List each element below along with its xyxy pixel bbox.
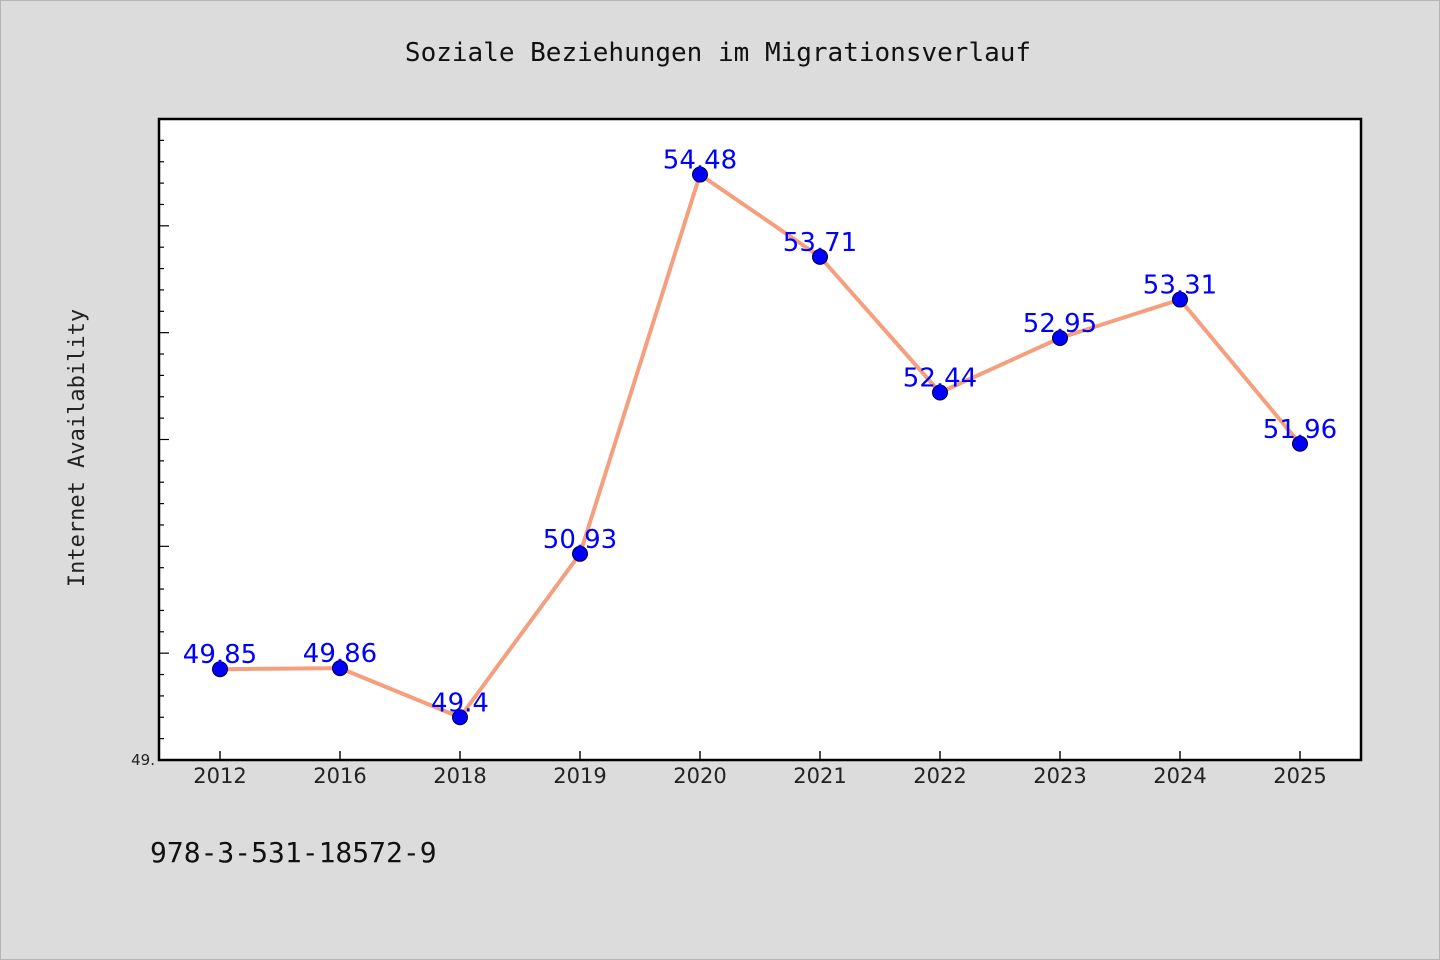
- data-labels: 49.85 49.86 49.4 50.93 54.48 53.71 52.44 52.95 5…: [183, 146, 1337, 719]
- x-tick-label: 2016: [313, 764, 366, 788]
- chart-title: Soziale Beziehungen im Migrationsverlauf: [405, 38, 1031, 68]
- data-label: 54.48: [663, 146, 737, 176]
- y-axis-label: Internet Availability: [65, 309, 90, 587]
- x-tick-label: 2020: [673, 764, 726, 788]
- y-tick-label: 49.: [131, 751, 155, 769]
- data-point: [812, 248, 828, 265]
- x-tick-label: 2025: [1273, 764, 1326, 788]
- y-axis-ticks: [159, 118, 169, 740]
- x-tick-label: 2018: [433, 764, 486, 788]
- x-axis-ticks: 2012 2016 2018 2019 2020 2021 2022 2023 2024 2025: [193, 751, 1327, 788]
- series-line: [219, 172, 1302, 720]
- x-tick-label: 2022: [913, 764, 966, 788]
- data-label: 51.96: [1263, 415, 1337, 445]
- data-point: [212, 661, 228, 678]
- data-point: [452, 709, 468, 726]
- series-line-group: [219, 172, 1302, 720]
- data-label: 52.44: [903, 363, 977, 393]
- data-label: 49.4: [431, 688, 489, 718]
- data-label: 53.71: [783, 228, 857, 258]
- data-label: 53.31: [1143, 271, 1217, 301]
- data-point: [572, 545, 588, 562]
- data-label: 50.93: [543, 525, 617, 555]
- x-tick-label: 2021: [793, 764, 846, 788]
- data-point: [332, 660, 348, 677]
- data-label: 49.85: [183, 640, 257, 670]
- isbn-text: 978-3-531-18572-9: [150, 836, 437, 869]
- data-label: 52.95: [1023, 309, 1097, 339]
- plot-area: [157, 117, 1363, 762]
- data-point: [932, 384, 948, 401]
- data-point: [1052, 330, 1068, 347]
- data-markers: [212, 166, 1308, 726]
- data-point: [1292, 435, 1308, 452]
- x-tick-label: 2023: [1033, 764, 1086, 788]
- x-tick-label: 2012: [193, 764, 246, 788]
- data-point: [1172, 291, 1188, 308]
- data-label: 49.86: [303, 639, 377, 669]
- x-tick-label: 2024: [1153, 764, 1206, 788]
- data-point: [692, 166, 708, 183]
- x-tick-label: 2019: [553, 764, 606, 788]
